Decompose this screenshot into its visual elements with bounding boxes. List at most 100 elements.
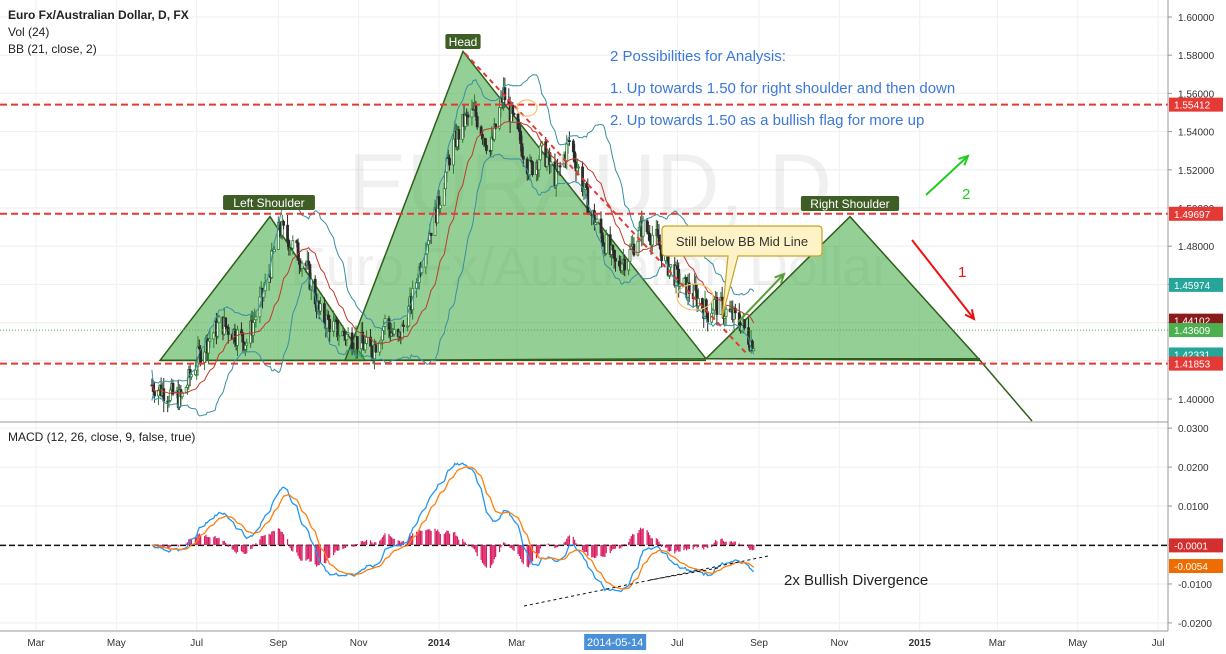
label-right-shoulder: Right Shoulder xyxy=(800,196,900,211)
candle-body xyxy=(253,319,257,324)
candle-body xyxy=(208,338,212,342)
vol-legend[interactable]: Vol (24) xyxy=(8,25,50,39)
candle-body xyxy=(224,317,228,327)
label-head: Head xyxy=(445,34,481,49)
callout-bb-mid: Still below BB Mid Line xyxy=(661,225,823,319)
candle-body xyxy=(498,107,501,129)
time-tick-label: Mar xyxy=(508,638,526,649)
candle-body xyxy=(521,155,525,160)
candle-body xyxy=(168,389,172,401)
candle-body xyxy=(365,336,368,344)
candle-body xyxy=(236,329,239,346)
candle-body xyxy=(475,115,479,128)
candle-body xyxy=(350,332,354,351)
candle-body xyxy=(485,144,488,151)
candles xyxy=(150,77,756,413)
candle-body xyxy=(448,157,451,166)
arrow-scenario-2 xyxy=(925,154,970,196)
candle-body xyxy=(380,329,384,341)
time-tick-label: Sep xyxy=(269,638,287,649)
label-head-bg xyxy=(445,34,481,49)
candle-body xyxy=(612,249,616,259)
candle-body xyxy=(627,261,631,271)
bb-mid-line xyxy=(151,121,755,395)
crosshair-date-tag: 2014-05-14 xyxy=(584,634,647,650)
candle-body xyxy=(585,183,588,188)
highlight-circle xyxy=(676,283,714,311)
candle-body xyxy=(438,204,442,209)
price-tag-text: 1.55412 xyxy=(1174,101,1211,112)
bb-lower-band xyxy=(151,153,755,417)
candle-body xyxy=(675,265,679,270)
candle-body xyxy=(752,348,756,352)
candle-body xyxy=(620,263,624,272)
macd-value-tag-text: -0.0054 xyxy=(1174,562,1208,573)
macd-value-tag: -0.0054 xyxy=(1169,559,1223,574)
time-tick-label: Mar xyxy=(989,638,1007,649)
candle-body xyxy=(677,268,681,287)
price-tick-label: 1.56000 xyxy=(1178,89,1215,100)
candle-body xyxy=(599,218,603,234)
label-left-shoulder-text: Left Shoulder xyxy=(233,196,304,210)
candle-body xyxy=(712,299,716,311)
macd-tick-label: -0.0200 xyxy=(1178,619,1212,630)
time-tick-label: 2015 xyxy=(909,638,932,649)
candle-body xyxy=(457,129,461,140)
candle-body xyxy=(711,309,715,314)
arrow-scenario-1 xyxy=(911,239,976,321)
price-tick-label: 1.48000 xyxy=(1178,242,1215,253)
candle-body xyxy=(466,114,470,118)
arrow-scenario-2-shaft xyxy=(925,155,969,196)
candle-body xyxy=(319,303,322,312)
candle-body xyxy=(328,319,332,332)
candle-body xyxy=(512,113,516,115)
analysis-title: 2 Possibilities for Analysis: xyxy=(610,48,786,65)
candle-body xyxy=(656,229,660,236)
time-tick-label: May xyxy=(107,638,126,649)
arrow-scenario-2-label: 2 xyxy=(962,186,970,203)
candle-body xyxy=(618,260,621,267)
macd-legend[interactable]: MACD (12, 26, close, 9, false, true) xyxy=(8,430,196,444)
candle-body xyxy=(233,328,237,343)
candle-body xyxy=(573,151,577,163)
candle-body xyxy=(628,248,632,262)
candle-body xyxy=(363,343,367,351)
candle-body xyxy=(463,114,467,127)
candle-body xyxy=(565,143,569,162)
candle-body xyxy=(520,143,524,157)
candle-body xyxy=(346,332,350,335)
macd-tick-label: 0.0100 xyxy=(1178,502,1209,513)
price-tag-text: 1.45974 xyxy=(1174,281,1211,292)
bb-upper-band xyxy=(151,74,755,384)
candle-body xyxy=(254,316,258,321)
candle-body xyxy=(245,342,249,346)
candle-body xyxy=(297,259,301,265)
candle-body xyxy=(604,234,608,254)
macd-value-tag: -0.0001 xyxy=(1169,538,1223,553)
candle-body xyxy=(611,245,615,251)
arrow-projection-head xyxy=(774,272,786,284)
candle-body xyxy=(658,244,662,250)
candle-body xyxy=(345,333,349,341)
candle-body xyxy=(326,314,330,320)
candle-body xyxy=(226,327,230,335)
candle-body xyxy=(217,316,221,324)
candle-body xyxy=(442,188,446,206)
price-tick-label: 1.60000 xyxy=(1178,13,1215,24)
macd-value-tag-text: -0.0001 xyxy=(1174,541,1208,552)
macd-tick-label: 0.0300 xyxy=(1178,424,1209,435)
candle-body xyxy=(282,221,285,226)
descending-trendline xyxy=(464,52,749,356)
candle-body xyxy=(715,296,719,315)
candle-body xyxy=(387,318,391,330)
arrow-scenario-1-head xyxy=(964,309,976,321)
candle-body xyxy=(171,383,175,395)
bb-legend[interactable]: BB (21, close, 2) xyxy=(8,42,97,56)
candle-body xyxy=(184,387,188,393)
candle-body xyxy=(244,344,247,350)
time-tick-label: Nov xyxy=(350,638,368,649)
candle-body xyxy=(337,335,341,338)
candle-body xyxy=(733,308,737,314)
price-tag-bg xyxy=(1169,97,1223,112)
